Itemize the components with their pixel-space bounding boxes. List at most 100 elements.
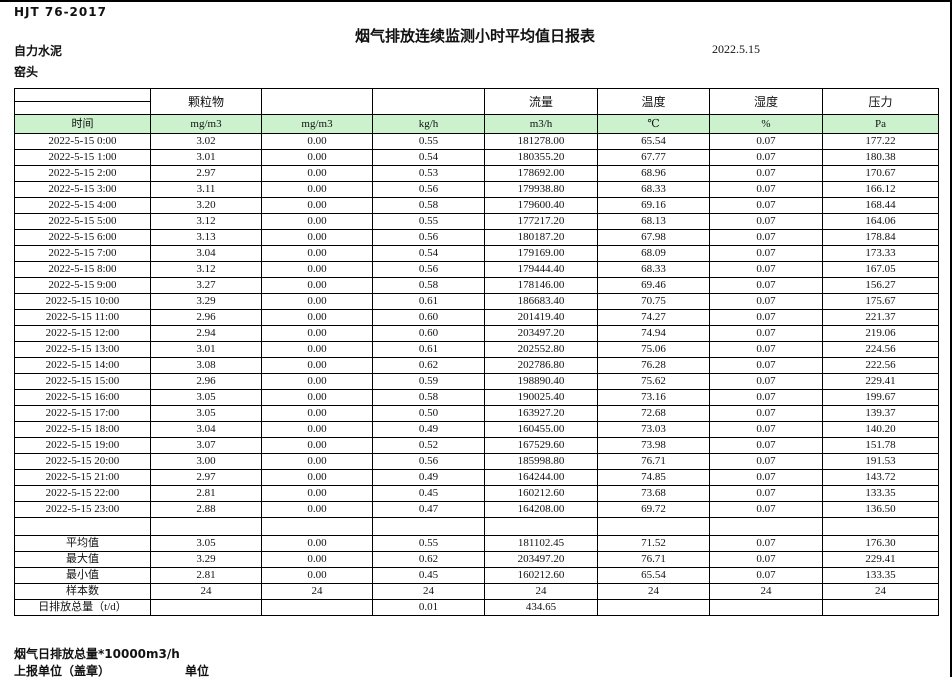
unit-cell: m3/h (484, 114, 598, 134)
value-cell: 3.20 (150, 197, 262, 214)
group-header-temperature: 温度 (597, 88, 710, 115)
time-cell: 2022-5-15 7:00 (14, 245, 151, 262)
value-cell: 72.68 (597, 405, 710, 422)
time-cell: 2022-5-15 19:00 (14, 437, 151, 454)
summary-row: 最大值 3.29 0.00 0.62 203497.20 76.71 0.07 229.41 (14, 551, 939, 568)
value-cell: 179938.80 (484, 181, 598, 198)
value-cell: 0.49 (372, 421, 485, 438)
value-cell: 68.96 (597, 165, 710, 182)
table-row: 2022-5-15 23:00 2.88 0.00 0.47 164208.00 69.7… (14, 501, 939, 518)
summary-value-cell: 65.54 (597, 567, 710, 584)
time-cell: 2022-5-15 23:00 (14, 501, 151, 518)
value-cell: 0.07 (709, 261, 823, 278)
time-cell: 2022-5-15 3:00 (14, 181, 151, 198)
summary-row: 平均值 3.05 0.00 0.55 181102.45 71.52 0.07 176.30 (14, 535, 939, 552)
value-cell: 2.96 (150, 309, 262, 326)
time-header-lower-cell (14, 101, 151, 115)
value-cell: 76.71 (597, 453, 710, 470)
value-cell: 0.07 (709, 181, 823, 198)
summary-value-cell: 0.00 (261, 535, 373, 552)
monitor-point: 窑头 (14, 65, 39, 79)
value-cell: 0.00 (261, 389, 373, 406)
time-cell: 2022-5-15 11:00 (14, 309, 151, 326)
value-cell: 0.07 (709, 501, 823, 518)
value-cell: 2.88 (150, 501, 262, 518)
summary-value-cell: 24 (150, 583, 262, 600)
summary-value-cell: 133.35 (822, 567, 939, 584)
summary-value-cell: 24 (372, 583, 485, 600)
table-row: 2022-5-15 11:00 2.96 0.00 0.60 201419.40 74.2… (14, 309, 939, 326)
time-header-upper-cell (14, 88, 151, 102)
unit-cell: mg/m3 (261, 114, 373, 134)
unit-cell: ℃ (597, 114, 710, 134)
value-cell: 0.00 (261, 373, 373, 390)
summary-value-cell: 71.52 (597, 535, 710, 552)
value-cell: 0.00 (261, 181, 373, 198)
table-row: 2022-5-15 14:00 3.08 0.00 0.62 202786.80 76.2… (14, 357, 939, 374)
value-cell: 160212.60 (484, 485, 598, 502)
time-cell: 2022-5-15 21:00 (14, 469, 151, 486)
value-cell: 0.07 (709, 485, 823, 502)
value-cell: 65.54 (597, 133, 710, 150)
value-cell: 203497.20 (484, 325, 598, 342)
value-cell: 3.04 (150, 245, 262, 262)
value-cell: 0.00 (261, 453, 373, 470)
time-cell: 2022-5-15 22:00 (14, 485, 151, 502)
value-cell: 202786.80 (484, 357, 598, 374)
value-cell: 74.27 (597, 309, 710, 326)
value-cell: 179169.00 (484, 245, 598, 262)
value-cell: 143.72 (822, 469, 939, 486)
table-row: 2022-5-15 1:00 3.01 0.00 0.54 180355.20 67.77… (14, 149, 939, 166)
table-row: 2022-5-15 18:00 3.04 0.00 0.49 160455.00 73.0… (14, 421, 939, 438)
value-cell: 0.00 (261, 405, 373, 422)
value-cell: 74.85 (597, 469, 710, 486)
time-cell: 2022-5-15 16:00 (14, 389, 151, 406)
summary-value-cell: 24 (597, 583, 710, 600)
value-cell: 0.00 (261, 133, 373, 150)
value-cell: 69.72 (597, 501, 710, 518)
group-header-empty-2 (372, 88, 485, 115)
unit-cell: % (709, 114, 823, 134)
value-cell: 76.28 (597, 357, 710, 374)
value-cell: 164244.00 (484, 469, 598, 486)
time-cell: 2022-5-15 20:00 (14, 453, 151, 470)
value-cell: 0.00 (261, 341, 373, 358)
time-cell: 2022-5-15 9:00 (14, 277, 151, 294)
summary-label-cell: 平均值 (14, 535, 151, 552)
spacer-row (14, 517, 939, 536)
summary-row: 最小值 2.81 0.00 0.45 160212.60 65.54 0.07 133.35 (14, 567, 939, 584)
summary-value-cell (261, 599, 373, 616)
value-cell: 0.07 (709, 421, 823, 438)
value-cell: 170.67 (822, 165, 939, 182)
summary-value-cell: 2.81 (150, 567, 262, 584)
value-cell: 0.55 (372, 133, 485, 150)
spacer-body (14, 517, 939, 536)
value-cell: 0.58 (372, 389, 485, 406)
value-cell: 191.53 (822, 453, 939, 470)
report-date: 2022.5.15 (712, 42, 760, 56)
value-cell: 69.46 (597, 277, 710, 294)
value-cell: 139.37 (822, 405, 939, 422)
value-cell: 3.04 (150, 421, 262, 438)
summary-value-cell: 176.30 (822, 535, 939, 552)
value-cell: 219.06 (822, 325, 939, 342)
time-cell: 2022-5-15 4:00 (14, 197, 151, 214)
time-cell: 2022-5-15 6:00 (14, 229, 151, 246)
value-cell: 224.56 (822, 341, 939, 358)
table-row: 2022-5-15 3:00 3.11 0.00 0.56 179938.80 68.33… (14, 181, 939, 198)
time-cell: 2022-5-15 8:00 (14, 261, 151, 278)
summary-rows-body: 平均值 3.05 0.00 0.55 181102.45 71.52 0.07 176.30 最… (14, 535, 939, 616)
value-cell: 74.94 (597, 325, 710, 342)
report-unit-label: 上报单位（盖章） (14, 664, 111, 677)
value-cell: 199.67 (822, 389, 939, 406)
unit-cell: kg/h (372, 114, 485, 134)
table-row: 2022-5-15 16:00 3.05 0.00 0.58 190025.40 73.1… (14, 389, 939, 406)
value-cell: 0.07 (709, 373, 823, 390)
value-cell: 151.78 (822, 437, 939, 454)
value-cell: 0.61 (372, 293, 485, 310)
summary-value-cell: 0.01 (372, 599, 485, 616)
value-cell: 68.33 (597, 261, 710, 278)
summary-row: 样本数 24 24 24 24 24 24 24 (14, 583, 939, 600)
value-cell: 177217.20 (484, 213, 598, 230)
value-cell: 0.00 (261, 229, 373, 246)
